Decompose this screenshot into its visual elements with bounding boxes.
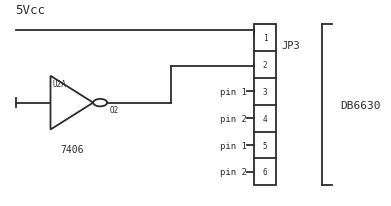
Text: U2A: U2A: [52, 80, 66, 88]
Text: pin 2: pin 2: [220, 114, 247, 123]
Text: O2: O2: [109, 105, 118, 114]
Text: 6: 6: [263, 167, 267, 177]
Text: 7406: 7406: [60, 144, 84, 154]
Text: 5Vcc: 5Vcc: [16, 4, 45, 17]
Text: 2: 2: [263, 61, 267, 70]
Text: 5: 5: [263, 141, 267, 150]
Text: pin 1: pin 1: [220, 141, 247, 150]
Text: 3: 3: [263, 87, 267, 96]
Text: pin 2: pin 2: [220, 167, 247, 177]
Text: 4: 4: [263, 114, 267, 123]
Text: DB6630: DB6630: [340, 100, 380, 110]
Text: pin 1: pin 1: [220, 87, 247, 96]
Text: 1: 1: [263, 34, 267, 43]
Text: JP3: JP3: [282, 41, 300, 50]
